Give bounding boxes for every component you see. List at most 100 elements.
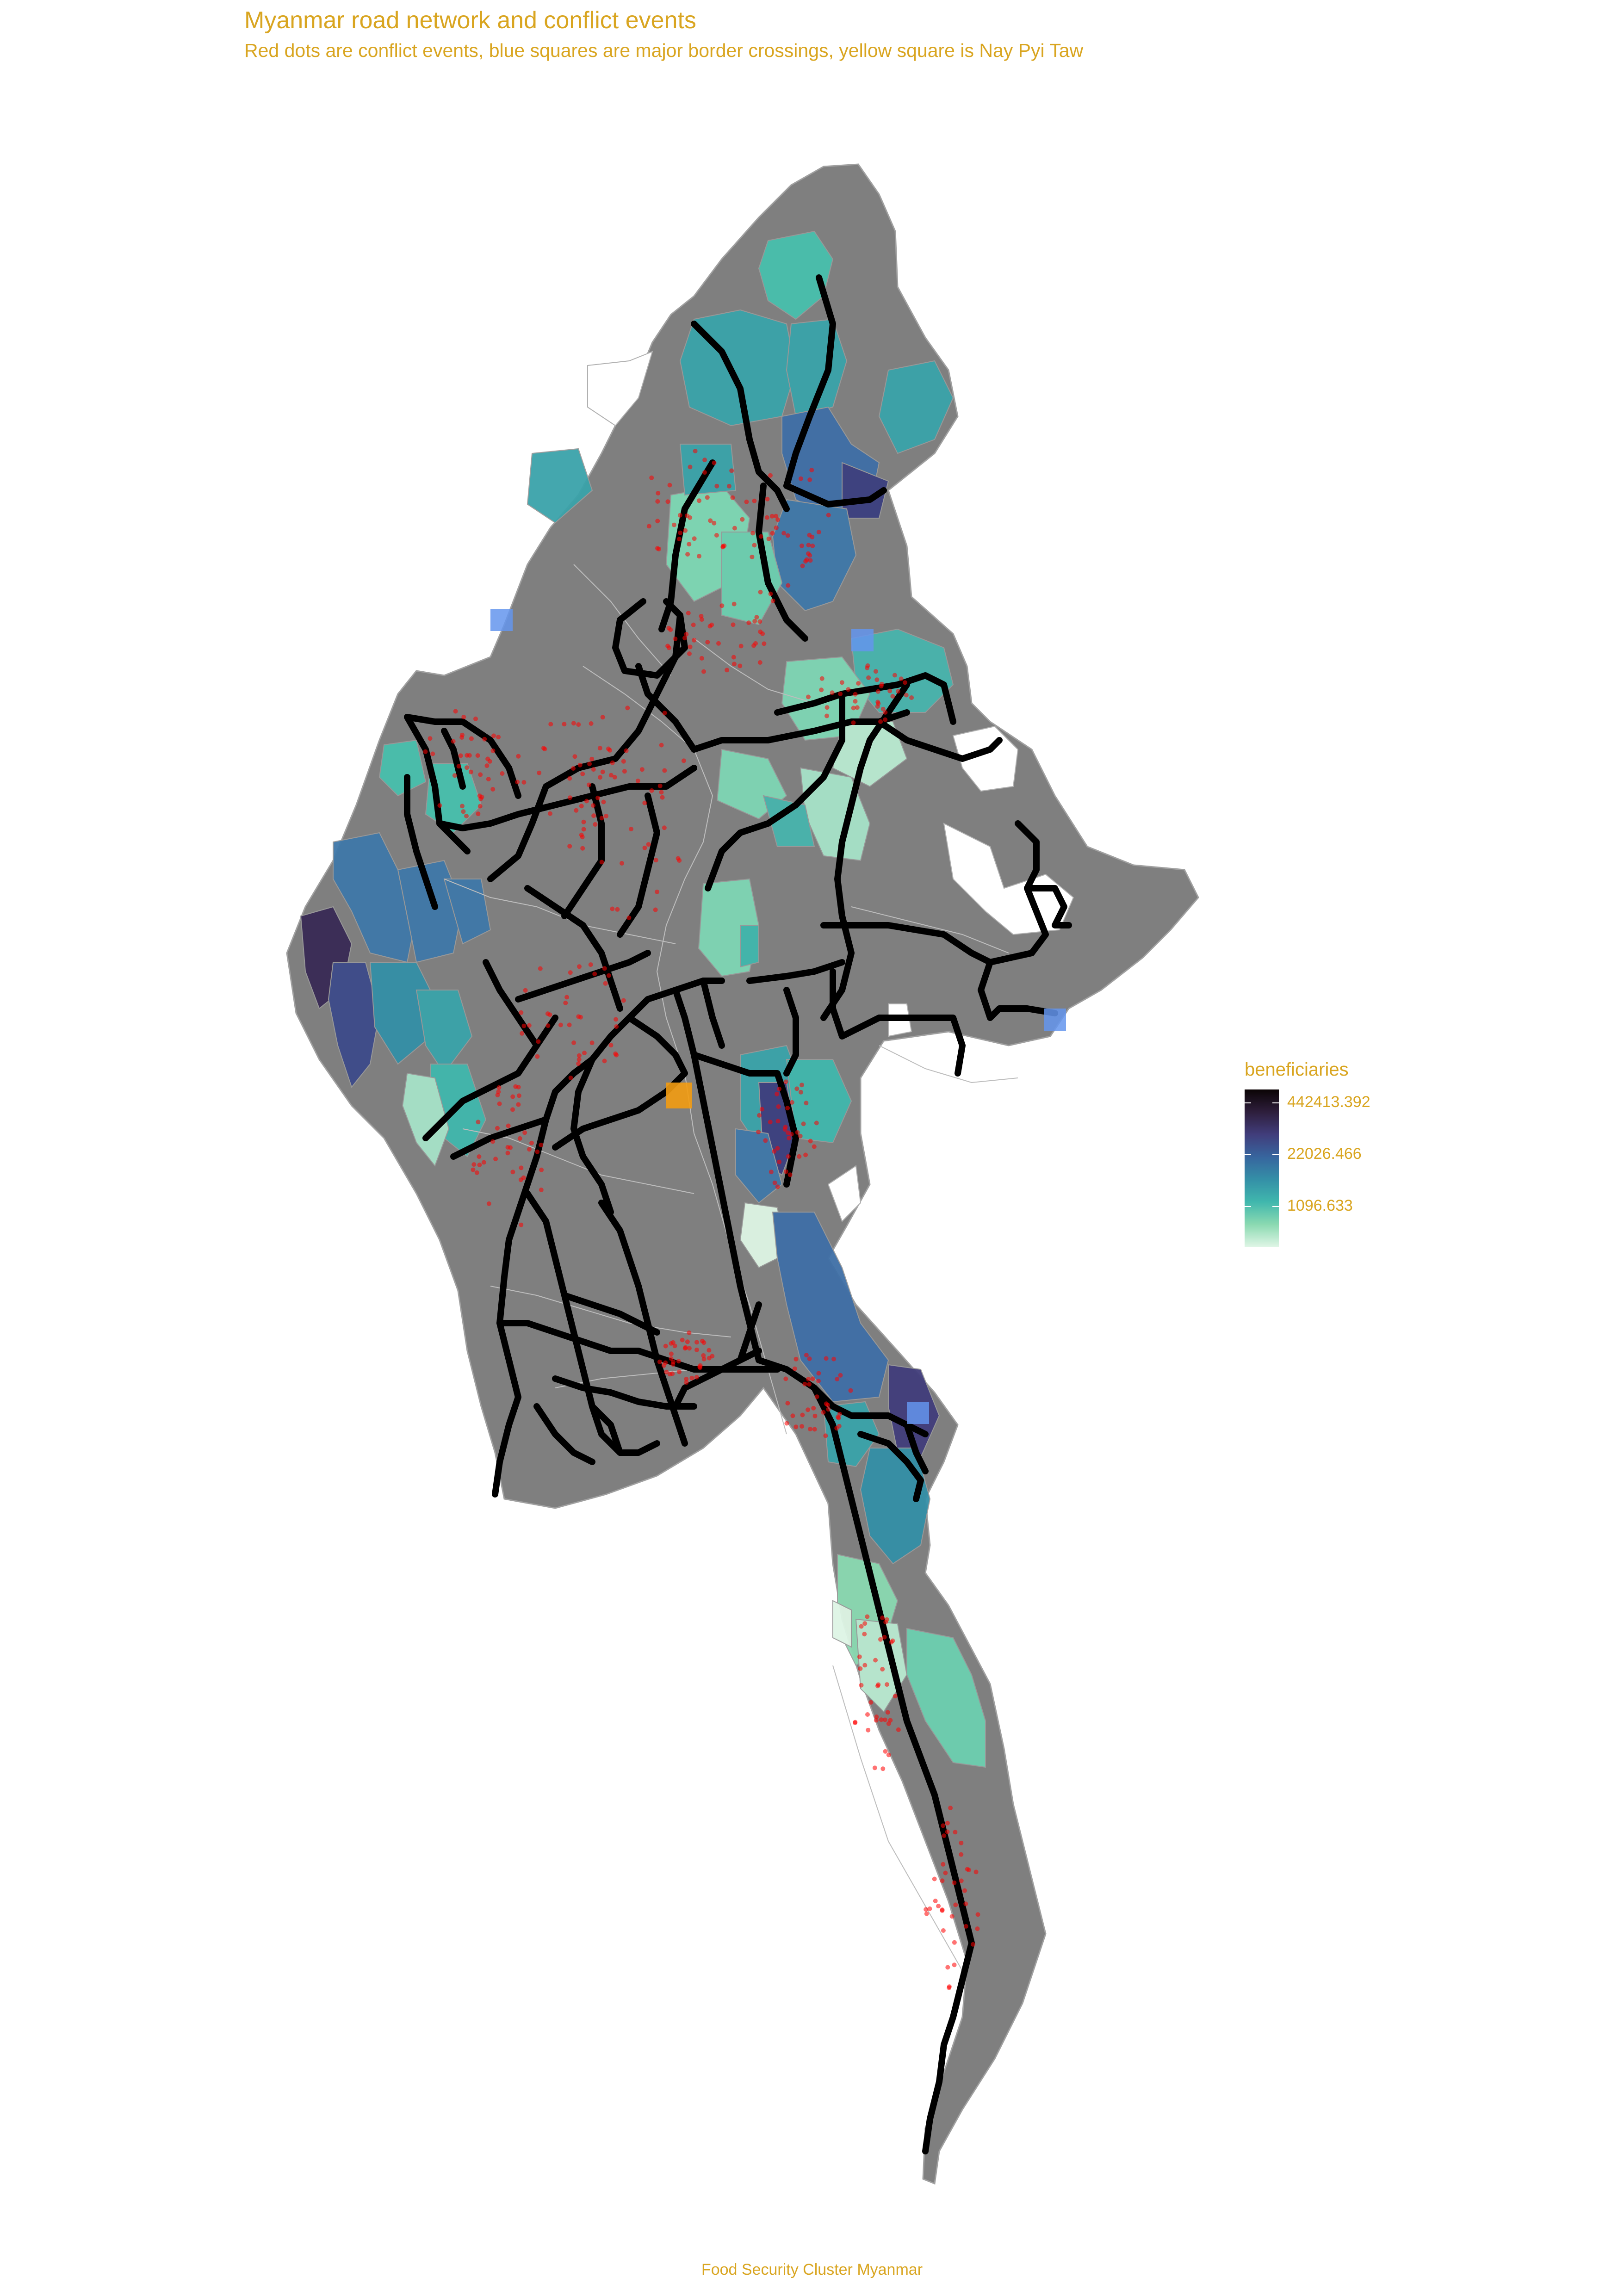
conflict-event-dot — [697, 554, 701, 559]
conflict-event-dot — [683, 528, 688, 533]
conflict-event-dot — [804, 1101, 809, 1106]
conflict-event-dot — [705, 495, 710, 500]
conflict-event-dot — [775, 517, 781, 522]
point-markers — [490, 609, 1066, 1424]
conflict-event-dot — [763, 1138, 768, 1143]
conflict-event-dot — [883, 717, 888, 722]
conflict-event-dot — [824, 1356, 829, 1361]
conflict-event-dot — [770, 531, 775, 536]
conflict-event-dot — [646, 524, 651, 529]
conflict-event-dot — [548, 811, 552, 816]
border-crossing-marker — [490, 609, 513, 631]
border-crossing-marker — [851, 629, 874, 651]
conflict-event-dot — [886, 1721, 891, 1726]
conflict-event-dot — [768, 1120, 773, 1125]
conflict-event-dot — [601, 799, 606, 805]
conflict-event-dot — [927, 1906, 932, 1911]
conflict-event-dot — [853, 1721, 857, 1725]
conflict-event-dot — [797, 1154, 802, 1159]
conflict-event-dot — [874, 677, 880, 682]
conflict-event-dot — [941, 1823, 946, 1828]
conflict-event-dot — [571, 766, 576, 771]
conflict-event-dot — [568, 970, 573, 975]
conflict-event-dot — [694, 1374, 699, 1380]
conflict-event-dot — [622, 769, 627, 774]
conflict-event-dot — [655, 889, 660, 894]
conflict-event-dot — [859, 1683, 864, 1688]
conflict-event-dot — [518, 1177, 523, 1182]
conflict-event-dot — [807, 1382, 812, 1387]
conflict-event-dot — [752, 619, 757, 624]
conflict-event-dot — [600, 715, 605, 720]
conflict-event-dot — [738, 644, 744, 649]
conflict-event-dot — [592, 972, 597, 977]
conflict-event-dot — [812, 1144, 817, 1149]
conflict-event-dot — [469, 736, 474, 741]
conflict-event-dot — [661, 1363, 666, 1368]
conflict-event-dot — [838, 691, 843, 696]
conflict-event-dot — [513, 1084, 518, 1089]
conflict-event-dot — [677, 858, 682, 863]
conflict-event-dot — [848, 1388, 853, 1393]
conflict-event-dot — [806, 1407, 811, 1412]
conflict-event-dot — [770, 598, 775, 603]
conflict-event-dot — [857, 1654, 862, 1659]
conflict-event-dot — [795, 1130, 800, 1135]
conflict-event-dot — [933, 1899, 938, 1903]
conflict-event-dot — [816, 1371, 821, 1376]
conflict-event-dot — [824, 705, 830, 710]
conflict-event-dot — [883, 1749, 888, 1754]
conflict-event-dot — [603, 981, 608, 986]
conflict-event-dot — [806, 694, 811, 699]
conflict-event-dot — [784, 1421, 789, 1426]
conflict-event-dot — [952, 1940, 957, 1945]
conflict-event-dot — [941, 1862, 946, 1867]
conflict-event-dot — [816, 1379, 821, 1384]
conflict-event-dot — [642, 800, 647, 805]
conflict-event-dot — [615, 907, 620, 912]
conflict-event-dot — [670, 1362, 676, 1367]
conflict-event-dot — [607, 748, 612, 753]
conflict-event-dot — [762, 641, 767, 646]
conflict-event-dot — [758, 589, 763, 594]
conflict-event-dot — [772, 1180, 777, 1185]
conflict-event-dot — [947, 1985, 952, 1990]
conflict-event-dot — [536, 1039, 541, 1044]
conflict-event-dot — [859, 1624, 864, 1629]
conflict-event-dot — [465, 753, 470, 758]
conflict-event-dot — [851, 706, 856, 711]
conflict-event-dot — [461, 809, 466, 814]
conflict-event-dot — [451, 739, 456, 744]
conflict-event-dot — [882, 1634, 887, 1640]
conflict-event-dot — [614, 1052, 619, 1058]
conflict-event-dot — [574, 808, 579, 813]
conflict-event-dot — [853, 692, 858, 697]
conflict-event-dot — [669, 1356, 674, 1361]
conflict-event-dot — [746, 620, 751, 625]
conflict-event-dot — [856, 681, 861, 686]
conflict-event-dot — [824, 713, 829, 718]
conflict-event-dot — [621, 998, 626, 1003]
conflict-event-dot — [807, 477, 812, 482]
conflict-event-dot — [510, 1094, 515, 1099]
conflict-event-dot — [520, 1031, 525, 1036]
conflict-event-dot — [824, 1401, 829, 1406]
conflict-event-dot — [606, 973, 611, 978]
conflict-event-dot — [800, 1083, 804, 1088]
conflict-event-dot — [587, 782, 591, 787]
conflict-event-dot — [626, 915, 632, 920]
conflict-event-dot — [577, 762, 583, 767]
conflict-event-dot — [940, 1878, 945, 1883]
conflict-event-dot — [882, 1717, 887, 1722]
conflict-event-dot — [785, 1106, 790, 1111]
conflict-event-dot — [672, 522, 676, 527]
conflict-event-dot — [945, 1829, 950, 1834]
conflict-event-dot — [581, 827, 586, 832]
conflict-event-dot — [769, 1170, 774, 1175]
conflict-event-dot — [567, 1022, 572, 1027]
conflict-event-dot — [653, 858, 658, 863]
conflict-event-dot — [879, 681, 884, 687]
conflict-event-dot — [924, 1911, 929, 1916]
conflict-event-dot — [491, 733, 496, 738]
conflict-event-dot — [538, 966, 543, 971]
